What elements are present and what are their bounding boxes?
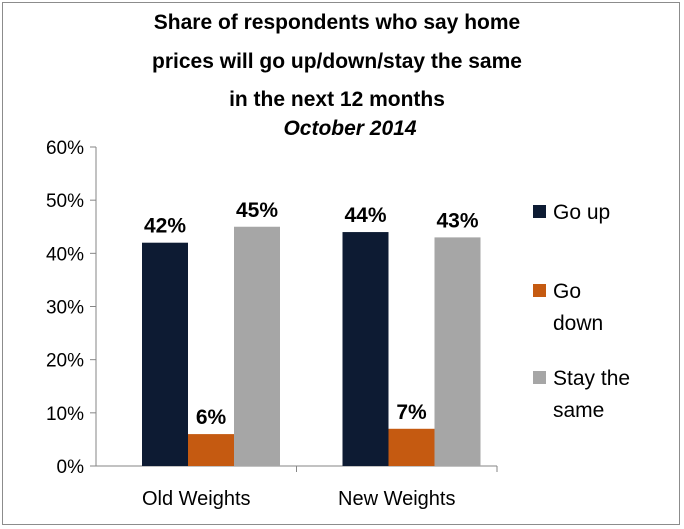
- chart-title-line-1: Share of respondents who say home: [154, 11, 520, 34]
- chart-title: Share of respondents who say home prices…: [152, 11, 522, 140]
- legend-swatch: [533, 205, 546, 218]
- y-tick-label: 10%: [46, 404, 84, 425]
- legend-label: Go up: [553, 201, 610, 224]
- bar-stay-the-same: [234, 226, 280, 466]
- bar-stay-the-same: [434, 237, 481, 466]
- y-tick-label: 60%: [46, 138, 84, 159]
- y-tick-label: 0%: [57, 457, 85, 478]
- bars: [142, 226, 481, 466]
- y-tick-label: 30%: [46, 298, 84, 319]
- bar-go-up: [342, 232, 389, 466]
- bar-go-up: [142, 242, 188, 466]
- legend-swatch: [533, 284, 546, 297]
- legend-label: down: [553, 312, 603, 335]
- data-label: 7%: [396, 401, 427, 424]
- data-label: 6%: [196, 406, 227, 429]
- x-tick-label: New Weights: [338, 488, 455, 510]
- y-tick-label: 50%: [46, 191, 84, 212]
- chart-title-line-2: prices will go up/down/stay the same: [152, 50, 522, 73]
- legend-label: same: [553, 399, 604, 422]
- chart-title-line-3: in the next 12 months: [229, 88, 445, 111]
- y-tick-label: 40%: [46, 244, 84, 265]
- legend-label: Go: [553, 280, 581, 303]
- data-label: 44%: [344, 204, 386, 227]
- chart-subtitle: October 2014: [283, 117, 416, 140]
- data-label: 42%: [144, 215, 186, 238]
- legend-swatch: [533, 371, 546, 384]
- bar-go-down: [388, 428, 435, 466]
- y-tick-label: 20%: [46, 351, 84, 372]
- legend-label: Stay the: [553, 367, 630, 390]
- x-tick-label: Old Weights: [142, 488, 251, 510]
- legend: Go up Go down Stay the same: [533, 201, 630, 422]
- x-axis: Old Weights New Weights: [142, 488, 456, 510]
- data-labels: 42% 6% 45% 44% 7% 43%: [144, 199, 479, 429]
- chart-frame: [2, 2, 680, 525]
- bar-go-down: [188, 434, 234, 466]
- data-label: 43%: [436, 209, 478, 232]
- data-label: 45%: [236, 199, 278, 222]
- y-axis: 0% 10% 20% 30% 40% 50% 60%: [46, 138, 498, 478]
